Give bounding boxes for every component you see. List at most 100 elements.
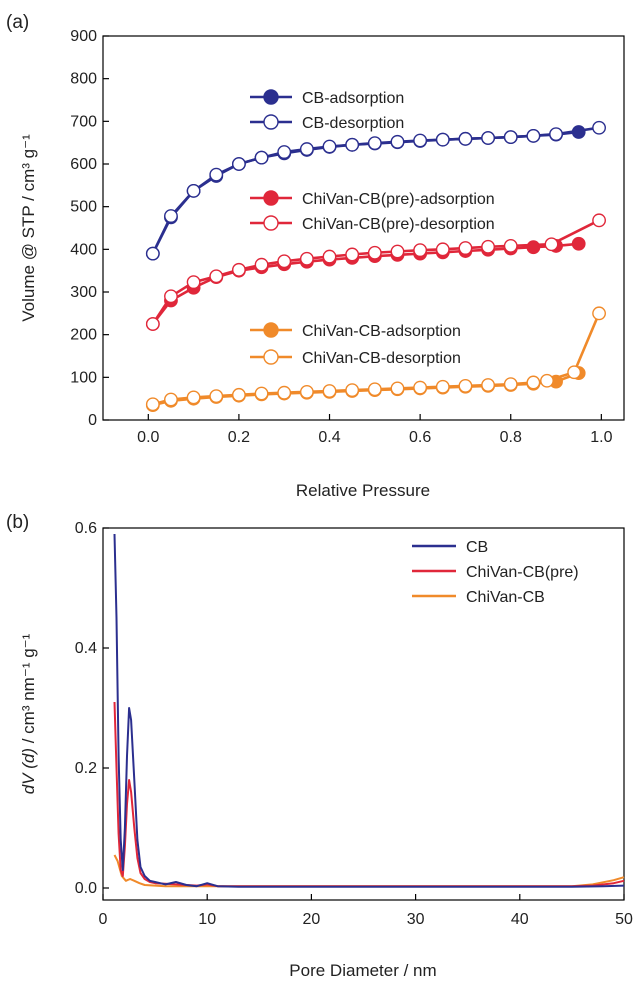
- panel-a-x-tick-label: 0.8: [500, 429, 522, 446]
- panel-b-legend: CB ChiVan-CB(pre) ChiVan-CB: [412, 539, 579, 606]
- panel-b-x-tick-label: 10: [198, 911, 216, 928]
- panel-a-data-point: [526, 375, 541, 390]
- panel-b-legend-label: ChiVan-CB(pre): [466, 564, 579, 581]
- panel-b-series: [113, 533, 625, 888]
- panel-a-data-point: [164, 289, 178, 304]
- panel-a-data-point: [345, 383, 360, 398]
- panel-a-x-tick-label: 1.0: [590, 429, 612, 446]
- panel-a-data-point: [435, 379, 450, 394]
- panel-a-legend-marker: [263, 89, 279, 105]
- panel-b-y-tick-label: 0.4: [75, 640, 97, 657]
- panel-a-data-point: [345, 247, 360, 262]
- panel-a-x-axis: 0.0 0.2 0.4 0.6 0.8 1.0: [137, 414, 613, 446]
- panel-a-data-point: [481, 378, 495, 392]
- panel-a-data-point: [232, 157, 246, 171]
- panel-a-data-point: [209, 389, 224, 404]
- panel-a-data-point: [544, 237, 559, 252]
- panel-a-data-point: [232, 262, 246, 277]
- panel-a-data-point: [435, 242, 450, 257]
- panel-b-y-axis-title: dV (d) / cm³ nm⁻¹ g⁻¹: [19, 633, 38, 794]
- panel-a-legend: CB-adsorption CB-desorption ChiVan-CB(pre)…: [250, 89, 495, 367]
- panel-b-y-tick-label: 0.6: [75, 520, 97, 537]
- panel-a-data-point: [367, 245, 382, 260]
- panel-a-plot-frame: [102, 35, 625, 421]
- panel-a-data-point: [186, 390, 201, 405]
- panel-a-data-point: [277, 145, 292, 159]
- panel-a-data-point: [571, 125, 586, 139]
- panel-b-series-line-1: [113, 701, 625, 888]
- panel-a-data-point: [145, 246, 160, 261]
- panel-a-data-point: [186, 183, 201, 198]
- panel-a-data-point: [322, 139, 337, 154]
- panel-a-series: [145, 120, 606, 412]
- panel-a-data-point: [390, 134, 405, 149]
- panel-a-data-point: [322, 384, 337, 398]
- panel-b-legend-label: ChiVan-CB: [466, 589, 545, 606]
- panel-a-data-point: [209, 167, 224, 182]
- panel-a-x-tick-label: 0.4: [318, 429, 340, 446]
- panel-a-y-tick-label: 400: [70, 241, 97, 258]
- panel-b-x-tick-label: 20: [303, 911, 321, 928]
- panel-a-y-tick-label: 200: [70, 327, 97, 344]
- panel-a-legend-marker: [263, 322, 279, 338]
- panel-a-data-point: [367, 382, 382, 397]
- panel-a-data-point: [413, 380, 428, 395]
- panel-b: (b) 0.0 0.2 0.4 0.6 0 10 20 30 40 50 CB ChiVan-CB…: [6, 512, 633, 980]
- panel-a-y-tick-label: 300: [70, 284, 97, 301]
- panel-a-data-point: [571, 236, 586, 251]
- panel-a-data-point: [299, 251, 314, 266]
- panel-b-plot-frame: [102, 527, 625, 901]
- panel-a-data-point: [567, 365, 582, 380]
- panel-a-data-point: [549, 127, 563, 142]
- panel-b-x-tick-label: 50: [615, 911, 633, 928]
- panel-b-y-tick-label: 0.0: [75, 880, 97, 897]
- panel-a-data-point: [413, 243, 428, 258]
- panel-a-legend-label: CB-adsorption: [302, 90, 404, 107]
- panel-a-data-point: [481, 239, 495, 254]
- panel-a-data-point: [435, 132, 450, 147]
- panel-a-data-point: [209, 269, 224, 284]
- panel-a-data-point: [254, 150, 269, 165]
- panel-a-data-point: [145, 317, 160, 331]
- panel-a-data-point: [503, 239, 518, 253]
- panel-b-series-line-2: [113, 854, 625, 888]
- panel-a-y-tick-label: 600: [70, 156, 97, 173]
- panel-b-x-axis: 0 10 20 30 40 50: [99, 894, 633, 928]
- panel-b-x-tick-label: 0: [99, 911, 108, 928]
- panel-a-legend-label: CB-desorption: [302, 115, 404, 132]
- panel-a-x-tick-label: 0.6: [409, 429, 431, 446]
- panel-a-legend-label: ChiVan-CB-adsorption: [302, 323, 461, 340]
- panel-b-legend-label: CB: [466, 539, 488, 556]
- panel-a-legend-marker: [263, 114, 279, 130]
- panel-a-data-point: [413, 133, 428, 148]
- panel-a-data-point: [254, 386, 269, 401]
- panel-a-data-point: [277, 254, 292, 269]
- panel-b-y-axis: 0.0 0.2 0.4 0.6: [75, 520, 109, 897]
- panel-a-data-point: [299, 142, 314, 156]
- panel-a-legend-marker: [263, 190, 279, 206]
- panel-a-data-point: [186, 275, 201, 290]
- panel-a-y-tick-label: 900: [70, 28, 97, 45]
- panel-a-data-point: [164, 392, 178, 407]
- panel-a-y-axis: 0 100 200 300 400 500 600 700 800 900: [70, 28, 109, 429]
- panel-b-x-axis-title: Pore Diameter / nm: [289, 961, 436, 980]
- panel-a-data-point: [232, 387, 246, 402]
- panel-a-data-point: [322, 249, 337, 264]
- panel-b-y-axis-title-italic: dV (d): [19, 748, 38, 794]
- panel-a-label: (a): [6, 12, 29, 33]
- panel-a-data-point: [592, 306, 606, 321]
- panel-a-data-point: [277, 385, 292, 400]
- panel-a-legend-label: ChiVan-CB-desorption: [302, 350, 461, 367]
- panel-a-data-point: [345, 137, 360, 152]
- panel-a-y-tick-label: 800: [70, 71, 97, 88]
- panel-a-data-point: [390, 244, 405, 259]
- panel-a-data-point: [540, 373, 554, 388]
- panel-a-data-point: [145, 397, 160, 412]
- panel-a-data-point: [503, 377, 518, 392]
- panel-a-legend-marker: [263, 349, 279, 365]
- panel-a-y-tick-label: 100: [70, 369, 97, 386]
- panel-a-data-point: [390, 381, 405, 396]
- panel-a-x-tick-label: 0.2: [228, 429, 250, 446]
- panel-a-legend-marker: [263, 215, 279, 231]
